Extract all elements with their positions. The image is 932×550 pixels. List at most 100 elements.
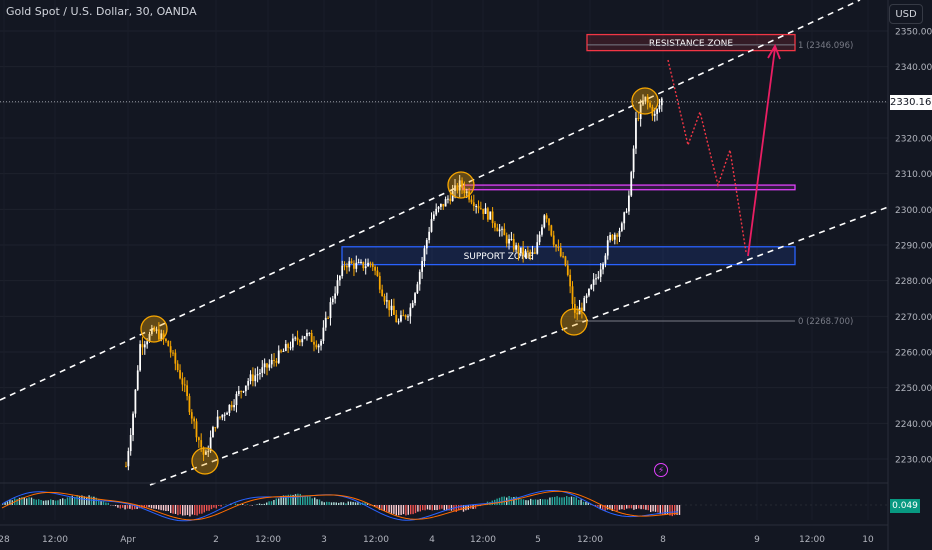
macd-bar xyxy=(93,496,95,505)
candle-body xyxy=(202,447,205,455)
y-tick-label: 2300.000 xyxy=(895,206,932,216)
macd-bar xyxy=(206,505,208,511)
x-tick-label: 5 xyxy=(535,535,541,545)
candle-body xyxy=(602,263,604,270)
macd-bar xyxy=(354,502,357,505)
macd-bar xyxy=(582,501,585,505)
macd-bar xyxy=(381,505,383,511)
candle-body xyxy=(263,363,266,368)
x-tick-label: 12:00 xyxy=(577,535,603,545)
fib-label: 1 (2346.096) xyxy=(798,41,853,51)
candle-body xyxy=(233,405,235,408)
macd-bar xyxy=(419,505,421,512)
macd-bar xyxy=(78,496,81,505)
macd-bar xyxy=(9,499,11,505)
candle-body xyxy=(313,341,315,345)
macd-bar xyxy=(59,499,61,505)
macd-bar xyxy=(395,505,397,516)
macd-bar xyxy=(174,505,177,514)
macd-bar xyxy=(198,505,201,514)
candle-body xyxy=(423,248,426,262)
candle-body xyxy=(270,359,273,365)
candle-body xyxy=(644,96,647,102)
macd-bar xyxy=(90,496,93,505)
macd-bar xyxy=(635,505,637,510)
macd-bar xyxy=(45,500,47,505)
macd-bar xyxy=(278,498,280,505)
candle-body xyxy=(545,215,548,219)
candle-body xyxy=(291,338,294,348)
candle-body xyxy=(259,372,261,375)
candle-body xyxy=(653,113,656,116)
candle-body xyxy=(425,240,428,249)
candle-body xyxy=(456,185,459,191)
macd-bar xyxy=(345,503,347,505)
y-tick-label: 2280.000 xyxy=(895,277,932,287)
candle-body xyxy=(463,187,466,194)
candle-body xyxy=(169,346,172,353)
candle-body xyxy=(564,256,567,266)
zone-label: SUPPORT ZONE xyxy=(464,252,534,262)
candle-body xyxy=(256,374,259,376)
candle-body xyxy=(261,367,264,373)
candle-body xyxy=(296,337,299,341)
macd-bar xyxy=(402,505,405,515)
currency-button[interactable]: USD xyxy=(889,4,923,24)
candle-body xyxy=(289,347,292,349)
macd-bar xyxy=(177,505,179,516)
macd-bar xyxy=(594,505,597,507)
macd-bar xyxy=(405,505,407,516)
macd-bar xyxy=(410,505,412,515)
macd-bar xyxy=(357,502,359,505)
macd-bar xyxy=(597,505,599,507)
macd-bar xyxy=(64,499,66,505)
candle-body xyxy=(381,289,384,296)
candle-body xyxy=(642,101,644,105)
candle-body xyxy=(660,98,663,106)
candle-body xyxy=(350,261,353,264)
candle-body xyxy=(205,451,207,455)
candle-body xyxy=(430,219,433,232)
macd-bar xyxy=(398,505,400,516)
macd-bar xyxy=(599,505,601,510)
candle-body xyxy=(174,352,177,364)
candle-body xyxy=(395,314,398,323)
candle-body xyxy=(632,148,635,173)
candle-body xyxy=(132,413,134,436)
candle-body xyxy=(374,266,376,271)
candle-body xyxy=(630,172,633,196)
macd-bar xyxy=(184,505,186,516)
macd-bar xyxy=(160,505,162,511)
macd-bar xyxy=(258,503,261,505)
macd-bar xyxy=(561,497,563,505)
candle-body xyxy=(472,202,475,207)
macd-bar xyxy=(443,505,445,511)
zone-label: RESISTANCE ZONE xyxy=(649,39,734,49)
candle-body xyxy=(555,244,557,247)
macd-bar xyxy=(458,505,460,511)
candle-body xyxy=(158,329,160,340)
macd-bar xyxy=(309,496,311,505)
macd-bar xyxy=(256,504,258,505)
candle-body xyxy=(209,437,212,452)
lightning-icon[interactable]: ⚡ xyxy=(654,463,668,477)
candle-body xyxy=(188,396,191,413)
macd-bar xyxy=(81,495,83,505)
candle-body xyxy=(609,234,611,241)
macd-bar xyxy=(213,505,215,508)
macd-bar xyxy=(95,497,97,505)
macd-bar xyxy=(50,499,52,505)
macd-bar xyxy=(438,505,441,510)
candle-body xyxy=(595,278,597,280)
macd-bar xyxy=(54,500,57,505)
candle-body xyxy=(414,293,416,304)
candle-body xyxy=(216,416,219,428)
candle-body xyxy=(566,265,569,275)
macd-bar xyxy=(191,505,193,515)
macd-bar xyxy=(563,497,565,505)
macd-bar xyxy=(532,499,534,505)
candle-body xyxy=(139,344,141,371)
y-tick-label: 2240.000 xyxy=(895,420,932,430)
candle-body xyxy=(475,205,478,207)
